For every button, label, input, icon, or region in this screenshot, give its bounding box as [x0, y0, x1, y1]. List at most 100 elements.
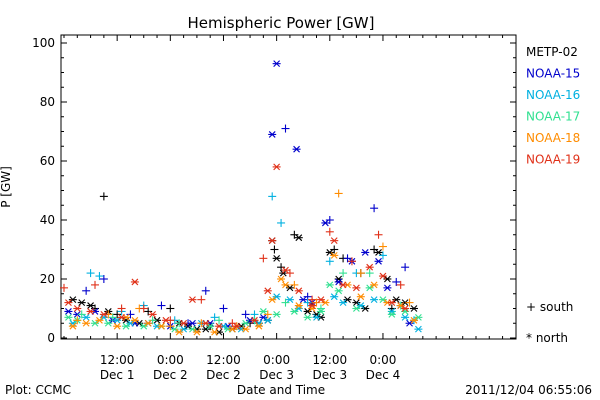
point-north	[82, 319, 91, 327]
point-south	[325, 216, 334, 224]
point-north	[241, 319, 250, 327]
x-tick-time-label: 12:00	[313, 353, 348, 367]
point-south	[144, 307, 153, 316]
point-north	[77, 299, 86, 306]
point-north	[68, 296, 77, 304]
point-north	[374, 257, 383, 265]
point-south	[365, 269, 374, 278]
point-north	[299, 296, 308, 304]
point-north	[272, 60, 281, 68]
point-north	[405, 319, 414, 327]
point-north	[330, 252, 339, 259]
point-north	[91, 319, 100, 327]
point-north	[188, 296, 197, 304]
point-south	[334, 189, 343, 198]
point-north	[272, 163, 281, 171]
y-tick-label: 0	[47, 331, 55, 345]
point-north	[272, 254, 281, 262]
point-north	[201, 325, 210, 333]
point-north	[122, 322, 131, 330]
point-north	[365, 263, 374, 271]
point-north	[285, 284, 294, 292]
point-north	[95, 316, 104, 324]
x-tick-date-label: Dec 2	[206, 368, 241, 382]
point-south	[241, 310, 250, 319]
x-tick-time-label: 0:00	[157, 353, 184, 367]
point-north	[387, 311, 396, 318]
point-south	[330, 245, 339, 254]
point-south	[277, 263, 286, 272]
legend-entry: NOAA-18	[526, 131, 580, 145]
point-south	[99, 275, 108, 283]
point-south	[95, 272, 104, 281]
point-south	[215, 316, 224, 325]
legend-entry: NOAA-16	[526, 88, 580, 102]
point-north	[259, 313, 268, 321]
point-north	[268, 131, 277, 138]
point-south	[405, 298, 414, 307]
point-south	[113, 310, 122, 319]
point-north	[281, 281, 290, 289]
point-north	[259, 308, 268, 315]
y-tick-label: 80	[40, 95, 55, 109]
point-north	[64, 299, 73, 306]
point-south	[201, 286, 210, 295]
point-south	[277, 218, 286, 227]
x-tick-date-label: Dec 2	[153, 368, 188, 382]
point-south	[166, 304, 175, 313]
point-north	[201, 319, 210, 327]
point-south	[148, 316, 157, 325]
point-south	[77, 310, 86, 319]
point-north	[272, 293, 281, 301]
point-north	[383, 275, 392, 283]
chart-title: Hemispheric Power [GW]	[188, 14, 375, 32]
point-north	[334, 278, 343, 286]
point-north	[409, 316, 418, 324]
point-north	[321, 299, 330, 306]
point-north	[303, 308, 312, 315]
y-tick-label: 40	[40, 213, 55, 227]
y-tick-label: 60	[40, 154, 55, 168]
point-north	[396, 302, 405, 309]
point-south	[356, 269, 365, 278]
point-north	[99, 311, 108, 318]
point-south	[270, 245, 279, 254]
x-tick-date-label: Dec 4	[366, 368, 401, 382]
point-north	[215, 322, 224, 330]
point-north	[370, 281, 379, 289]
point-north	[378, 272, 387, 280]
x-tick-date-label: Dec 1	[100, 368, 135, 382]
point-north	[378, 296, 387, 304]
point-north	[68, 322, 77, 330]
point-south	[343, 254, 352, 263]
x-tick-time-label: 0:00	[263, 353, 290, 367]
point-north	[157, 322, 166, 330]
point-north	[325, 249, 334, 256]
footer-plot-source: Plot: CCMC	[5, 383, 71, 397]
point-north	[294, 287, 303, 295]
point-south	[325, 227, 334, 236]
point-north	[104, 319, 113, 327]
point-south	[312, 298, 321, 307]
point-north	[312, 313, 321, 321]
x-tick-date-label: Dec 3	[259, 368, 294, 382]
point-north	[254, 322, 263, 330]
x-tick-time-label: 0:00	[369, 353, 396, 367]
point-south	[374, 230, 383, 239]
point-south	[378, 242, 387, 251]
point-north	[228, 325, 237, 333]
point-north	[148, 311, 157, 318]
legend-entry: NOAA-17	[526, 110, 580, 124]
data-points	[60, 60, 423, 336]
point-north	[370, 296, 379, 304]
point-south	[268, 192, 277, 201]
point-north	[343, 296, 352, 304]
point-north	[161, 316, 170, 324]
point-south	[82, 286, 91, 295]
point-north	[250, 316, 259, 324]
point-north	[113, 316, 122, 324]
footer-timestamp: 2011/12/04 06:55:06	[465, 383, 592, 397]
point-north	[339, 299, 348, 306]
point-north	[188, 325, 197, 333]
point-south	[91, 280, 100, 289]
